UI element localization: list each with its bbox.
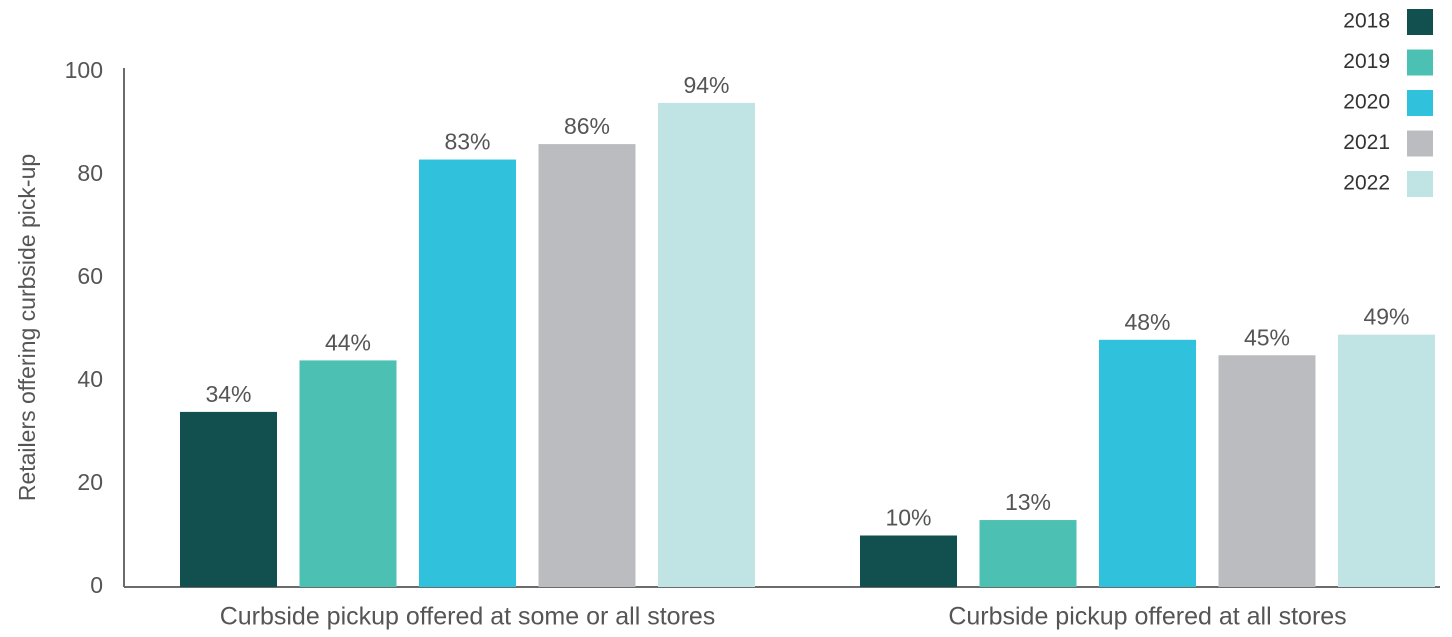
legend-swatch [1407,9,1433,35]
legend-item-2018: 2018 [1343,9,1433,35]
y-tick-label: 0 [90,572,103,598]
bar-2020-2 [1099,339,1196,587]
legend-swatch [1407,90,1433,116]
bar-2021-1 [538,144,636,587]
y-tick-label: 100 [65,57,103,83]
x-category-label: Curbside pickup offered at some or all s… [220,603,716,631]
bar-2019-1 [299,360,397,587]
bar-value-label: 44% [325,329,371,355]
bar-2022-2 [1338,334,1435,587]
legend-label: 2018 [1343,10,1390,33]
y-tick-label: 40 [77,366,103,392]
legend-item-2019: 2019 [1343,49,1433,76]
bar-2019-2 [979,520,1077,587]
bar-value-label: 49% [1363,304,1409,330]
bar-value-label: 48% [1124,309,1170,335]
y-axis-title-group: Retailers offering curbside pick-up [14,154,40,501]
bar-value-label: 34% [205,381,251,407]
x-axis-labels: Curbside pickup offered at some or all s… [220,603,1347,631]
legend-label: 2019 [1343,50,1390,73]
y-axis-ticks: 0 20 40 60 80 100 [65,57,103,598]
bar-value-label: 86% [564,113,610,139]
bar-value-label: 13% [1005,489,1051,515]
bar-value-label: 45% [1244,324,1290,350]
y-tick-label: 20 [77,469,103,495]
bar-value-label: 10% [885,505,931,531]
y-tick-label: 60 [77,263,103,289]
legend-item-2022: 2022 [1343,171,1433,197]
bar-2022-1 [658,102,755,588]
bar-labels: 34% 44% 83% 86% 94% 10% 13% 48% 45% 49% [205,72,1409,531]
legend-swatch [1407,130,1433,157]
bars [180,102,1435,588]
legend-swatch [1407,49,1433,76]
legend-item-2020: 2020 [1343,90,1433,116]
bar-2020-1 [419,159,516,588]
legend: 2018 2019 2020 2021 2022 [1343,9,1433,197]
bar-2018-1 [180,411,277,587]
legend-label: 2022 [1343,172,1390,195]
legend-label: 2020 [1343,91,1390,114]
legend-item-2021: 2021 [1343,130,1433,157]
legend-swatch [1407,171,1433,197]
legend-label: 2021 [1343,131,1390,154]
bar-2021-2 [1218,355,1316,587]
x-category-label: Curbside pickup offered at all stores [948,603,1346,631]
bar-2018-2 [860,535,957,587]
bar-value-label: 83% [444,129,490,155]
bar-value-label: 94% [683,72,729,98]
y-tick-label: 80 [77,160,103,186]
y-axis-title: Retailers offering curbside pick-up [14,154,40,501]
